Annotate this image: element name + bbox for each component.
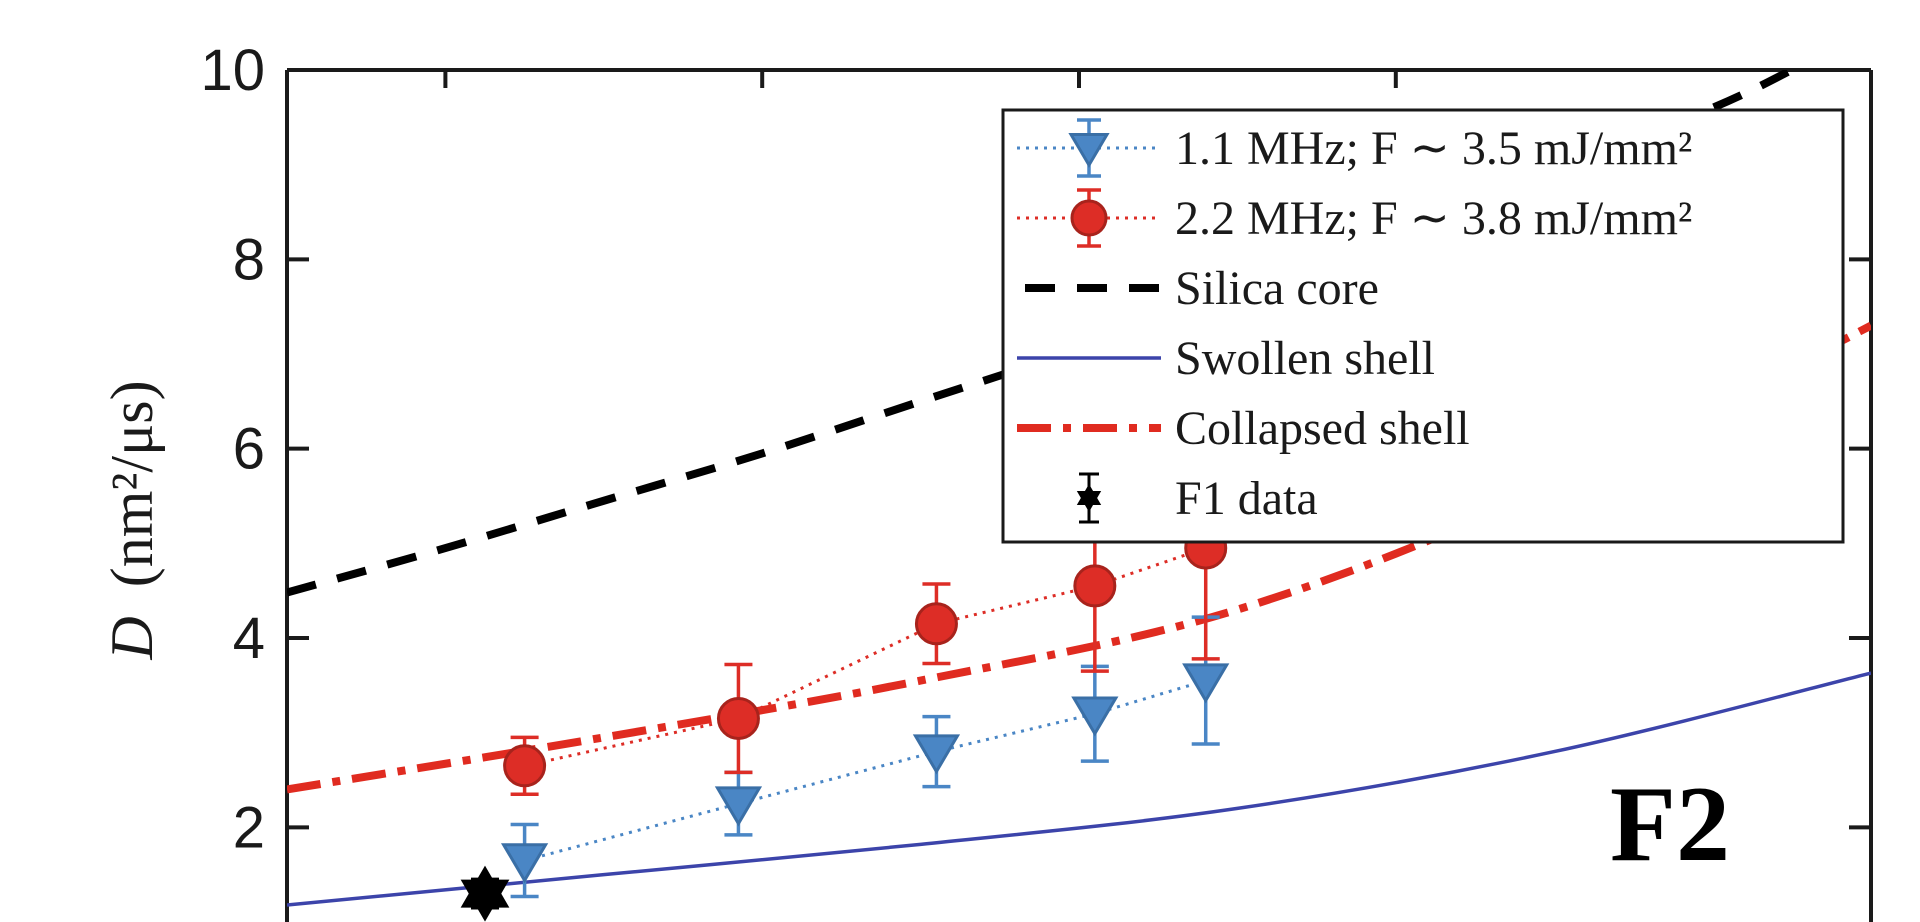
swollen-shell-line [287, 671, 1871, 907]
legend-entry[interactable]: Silica core [1025, 262, 1379, 315]
y-axis-symbol: D [99, 616, 165, 660]
svg-text:D (nm²/μs): D (nm²/μs) [99, 380, 165, 660]
data-point-triangle [1182, 663, 1230, 704]
legend[interactable]: 1.1 MHz; F ∼ 3.5 mJ/mm² 2.2 MHz; F ∼ 3.8 … [1001, 108, 1845, 544]
legend-entry[interactable]: 2.2 MHz; F ∼ 3.8 mJ/mm² [1017, 188, 1692, 248]
legend-label: Swollen shell [1175, 332, 1435, 385]
legend-label: 2.2 MHz; F ∼ 3.8 mJ/mm² [1175, 192, 1692, 245]
legend-marker-triangle [1068, 133, 1110, 169]
legend-box [1001, 108, 1845, 544]
data-point-circle [716, 696, 760, 740]
data-point-circle [503, 744, 547, 788]
data-point-triangle [714, 786, 763, 827]
legend-entry[interactable]: Swollen shell [1017, 332, 1435, 385]
y-axis-units: (nm²/μs) [99, 380, 165, 587]
legend-label: F1 data [1175, 472, 1318, 525]
legend-entry[interactable]: F1 data [1076, 472, 1318, 525]
star-triangle-down [1076, 491, 1102, 512]
data-point-triangle [1071, 696, 1119, 737]
legend-label: 1.1 MHz; F ∼ 3.5 mJ/mm² [1175, 122, 1692, 175]
data-point-triangle [500, 843, 549, 884]
data-point-star [460, 865, 510, 922]
y-tick-label: 4 [233, 606, 265, 671]
data-point-triangle [912, 734, 961, 775]
panel-label: F2 [1610, 765, 1730, 884]
y-tick-label: 6 [233, 417, 265, 482]
axes: 2 4 6 8 10 [200, 38, 1873, 922]
y-axis-label: D (nm²/μs) [99, 380, 165, 660]
legend-entry[interactable]: 1.1 MHz; F ∼ 3.5 mJ/mm² [1017, 118, 1692, 178]
legend-marker-circle [1070, 199, 1108, 237]
y-tick-label: 8 [233, 227, 265, 292]
legend-label: Collapsed shell [1175, 402, 1470, 455]
data-point-circle [914, 602, 958, 646]
y-tick-label: 10 [200, 38, 265, 103]
series-connector [524, 546, 1207, 768]
star-triangle-down [460, 879, 510, 922]
y-tick-label: 2 [233, 795, 265, 860]
legend-marker-star [1076, 484, 1102, 512]
legend-label: Silica core [1175, 262, 1379, 315]
data-point-circle [1073, 564, 1117, 608]
legend-entry[interactable]: Collapsed shell [1017, 402, 1470, 455]
